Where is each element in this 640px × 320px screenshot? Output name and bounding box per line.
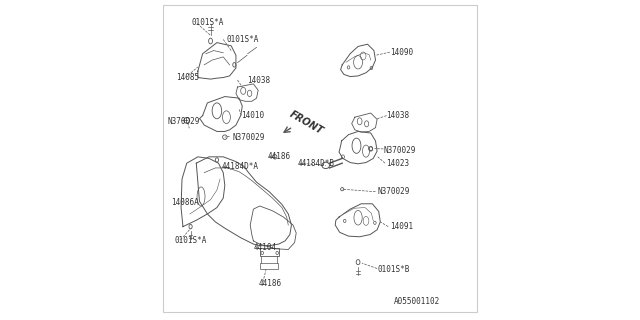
Text: 0101S*A: 0101S*A [174,236,207,245]
Text: 14023: 14023 [387,159,410,168]
Text: N370029: N370029 [168,117,200,126]
Text: FRONT: FRONT [288,109,325,137]
Text: 14010: 14010 [241,111,264,120]
Text: 44186: 44186 [268,152,291,161]
Text: 44186: 44186 [258,279,281,288]
Text: N370029: N370029 [377,187,410,196]
Text: 44184D*A: 44184D*A [221,162,259,171]
Text: A055001102: A055001102 [394,297,440,306]
Bar [260,248,279,256]
Text: 0101S*A: 0101S*A [191,18,224,27]
Text: 0101S*B: 0101S*B [377,265,410,274]
Text: N370029: N370029 [233,133,265,142]
Text: 0101S*A: 0101S*A [227,35,259,44]
Text: 44104: 44104 [253,243,276,252]
Text: 14091: 14091 [390,222,413,231]
Text: 14090: 14090 [390,48,413,57]
Text: 14038: 14038 [247,76,270,85]
Text: 14085: 14085 [175,73,199,82]
Text: 14086A: 14086A [171,198,198,207]
Bar [260,263,278,269]
Text: N370029: N370029 [383,146,416,155]
Text: 14038: 14038 [387,111,410,120]
Text: 44184D*B: 44184D*B [298,159,335,168]
